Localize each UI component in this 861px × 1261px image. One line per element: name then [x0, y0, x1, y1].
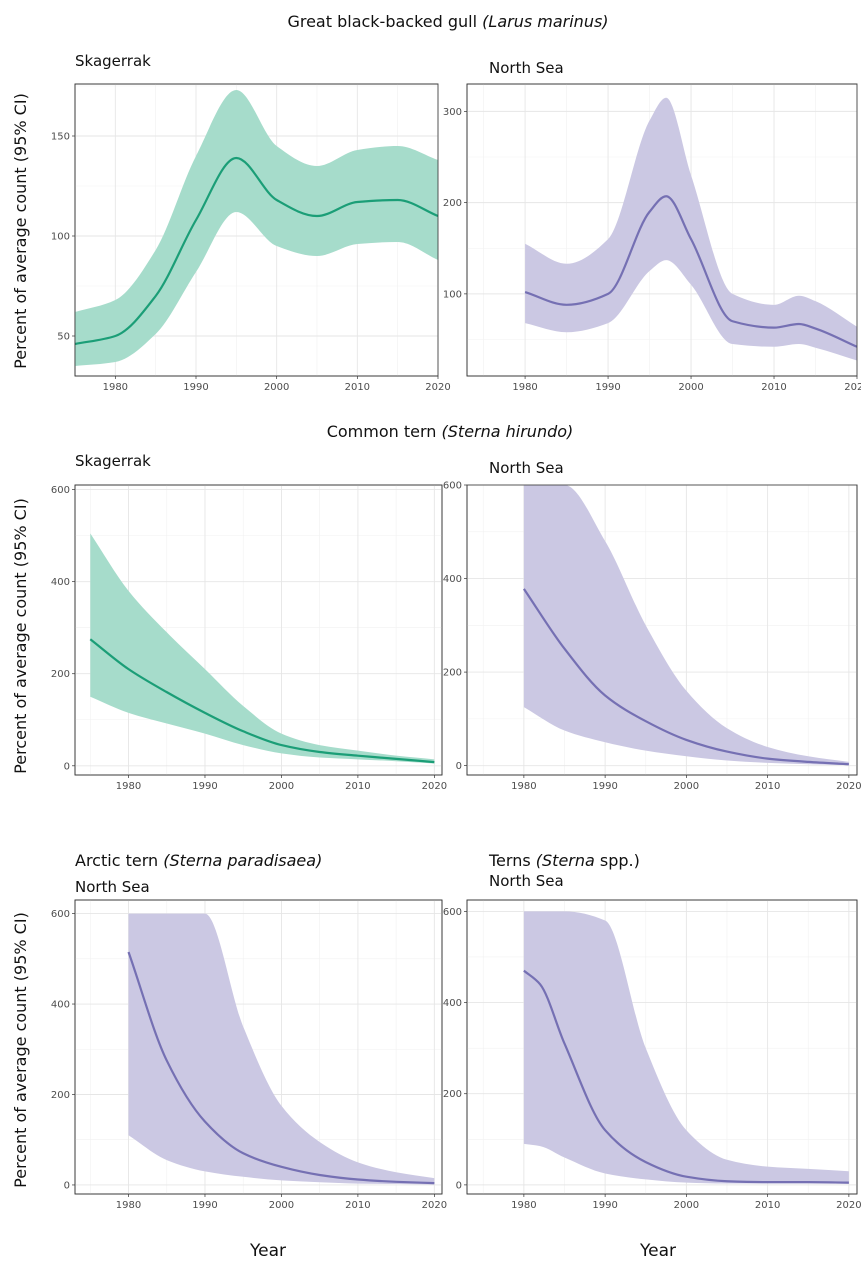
y-tick-label: 150 [51, 132, 70, 143]
panel-gull-skagerrak: Skagerrak 1980 1990 2000 2010 2020 50 100 150 [51, 52, 451, 393]
y-tick-label: 100 [51, 232, 70, 243]
y-tick-label: 200 [443, 1089, 462, 1100]
x-tick-label: 2000 [674, 781, 699, 792]
x-axis-label-right: Year [639, 1241, 676, 1261]
trend-line-arctic-tern-north-sea [127, 951, 435, 1185]
panel-title-arctic-tern-north-sea: North Sea [75, 878, 150, 896]
y-axis-label-row1: Percent of average count (95% CI) [11, 93, 30, 369]
x-tick-label: 2020 [844, 382, 861, 393]
x-tick-label: 2020 [836, 781, 861, 792]
trend-line-gull-skagerrak [75, 156, 438, 346]
x-tick-label: 1980 [116, 781, 141, 792]
panel-title-gull-skagerrak: Skagerrak [75, 52, 151, 70]
trend-line-terns-north-sea [523, 969, 849, 1184]
x-tick-label: 2010 [755, 781, 780, 792]
x-tick-label: 1990 [595, 382, 620, 393]
y-tick-label: 0 [64, 1180, 70, 1191]
x-tick-label: 1990 [183, 382, 208, 393]
x-tick-label: 1980 [116, 1200, 141, 1211]
panel-title-common-tern-skagerrak: Skagerrak [75, 452, 151, 470]
x-tick-label: 2000 [269, 1200, 294, 1211]
x-tick-label: 1990 [192, 1200, 217, 1211]
y-axis-label-row2: Percent of average count (95% CI) [11, 498, 30, 774]
ci-band-arctic-tern-north-sea [128, 913, 435, 1185]
x-tick-label: 1990 [592, 781, 617, 792]
plot-border [466, 83, 858, 377]
x-tick-label: 2010 [755, 1200, 780, 1211]
y-tick-label: 0 [456, 761, 462, 772]
panel-arctic-tern-north-sea: North Sea 1980 1990 2000 2010 2020 0 200 400 600 [51, 878, 447, 1211]
y-tick-label: 400 [51, 577, 70, 588]
y-axis-label-row3: Percent of average count (95% CI) [11, 912, 30, 1188]
panel-common-tern-north-sea: North Sea 1980 1990 2000 2010 2020 0 200 400 600 [443, 459, 861, 792]
x-tick-label: 1990 [592, 1200, 617, 1211]
ci-band-common-tern-skagerrak [90, 533, 435, 764]
x-tick-label: 2010 [345, 1200, 370, 1211]
x-tick-label: 2000 [269, 781, 294, 792]
x-tick-label: 1980 [103, 382, 128, 393]
ci-band-gull-skagerrak [75, 90, 438, 366]
y-tick-label: 600 [51, 485, 70, 496]
panel-title-gull-north-sea: North Sea [489, 59, 564, 77]
x-tick-label: 2000 [674, 1200, 699, 1211]
species-title-common-tern: Common tern (Sterna hirundo) [327, 422, 574, 441]
species-title-terns: Terns (Sterna spp.) [488, 851, 640, 870]
trend-line-gull-north-sea [524, 195, 857, 348]
y-tick-label: 600 [443, 907, 462, 918]
x-tick-label: 2010 [345, 382, 370, 393]
x-tick-label: 2020 [422, 781, 447, 792]
trend-line-common-tern-skagerrak [89, 638, 435, 764]
y-tick-label: 50 [57, 332, 70, 343]
panel-common-tern-skagerrak: Skagerrak 1980 1990 2000 2010 2020 0 200 400 600 [51, 452, 447, 792]
y-tick-label: 600 [51, 909, 70, 920]
x-tick-label: 2000 [678, 382, 703, 393]
x-tick-label: 1980 [511, 1200, 536, 1211]
x-tick-label: 2020 [836, 1200, 861, 1211]
plot-border [466, 899, 858, 1195]
ci-band-terns-north-sea [523, 911, 849, 1184]
panel-title-common-tern-north-sea: North Sea [489, 459, 564, 477]
y-tick-label: 0 [456, 1180, 462, 1191]
x-tick-label: 1990 [192, 781, 217, 792]
plot-border [74, 83, 439, 377]
species-title-arctic-tern: Arctic tern (Sterna paradisaea) [75, 851, 322, 870]
plot-border [74, 899, 443, 1195]
y-tick-label: 100 [443, 289, 462, 300]
y-tick-label: 400 [443, 998, 462, 1009]
y-tick-label: 300 [443, 107, 462, 118]
y-tick-label: 200 [51, 1090, 70, 1101]
y-tick-label: 200 [443, 668, 462, 679]
panel-terns-north-sea: North Sea 1980 1990 2000 2010 2020 0 200 400 600 [443, 872, 861, 1211]
y-tick-label: 0 [64, 761, 70, 772]
x-tick-label: 2010 [761, 382, 786, 393]
x-tick-label: 1980 [511, 781, 536, 792]
y-tick-label: 400 [51, 1000, 70, 1011]
y-tick-label: 400 [443, 574, 462, 585]
plot-border [466, 484, 858, 776]
trend-line-common-tern-north-sea [522, 588, 849, 766]
species-title-gull: Great black-backed gull (Larus marinus) [287, 12, 608, 31]
x-tick-label: 2000 [264, 382, 289, 393]
x-tick-label: 2020 [422, 1200, 447, 1211]
y-tick-label: 600 [443, 481, 462, 492]
x-axis-label-left: Year [249, 1241, 286, 1261]
y-tick-label: 200 [443, 198, 462, 209]
y-tick-label: 200 [51, 669, 70, 680]
panel-gull-north-sea: North Sea 1980 1990 2000 2010 2020 100 200 300 [443, 59, 861, 393]
panel-title-terns-north-sea: North Sea [489, 872, 564, 890]
x-tick-label: 2020 [425, 382, 450, 393]
plot-border [74, 484, 443, 776]
x-tick-label: 1980 [512, 382, 537, 393]
x-tick-label: 2010 [345, 781, 370, 792]
